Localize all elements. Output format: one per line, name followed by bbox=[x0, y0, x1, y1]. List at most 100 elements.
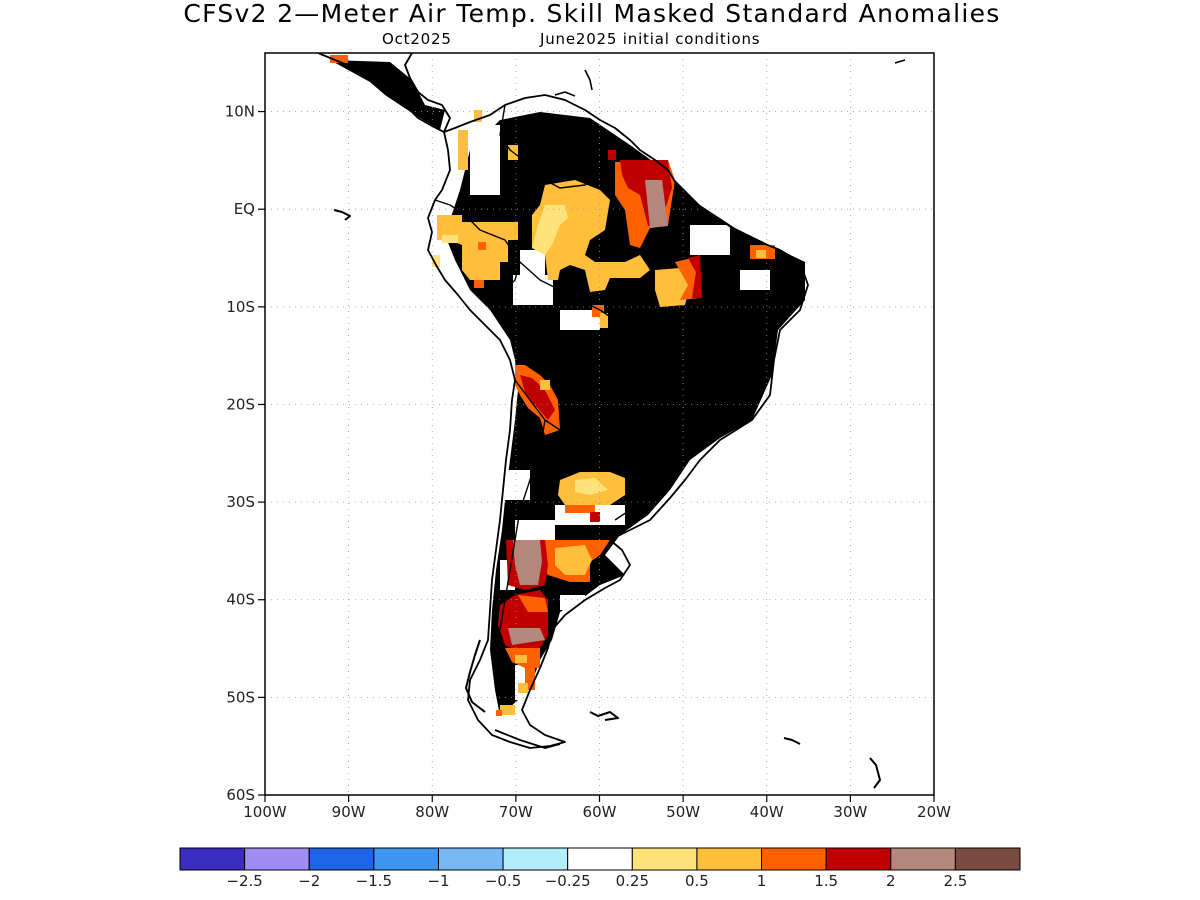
colorbar-swatch bbox=[502, 847, 569, 871]
white-patch bbox=[740, 270, 770, 290]
anomaly-patch-0.5 bbox=[655, 268, 690, 307]
colorbar-label: 1 bbox=[757, 872, 767, 890]
lon-tick-label: 80W bbox=[415, 803, 449, 821]
galapagos-islands bbox=[333, 209, 351, 221]
forecast-month: Oct2025 bbox=[382, 30, 452, 48]
anomaly-patch-1 bbox=[525, 668, 535, 690]
south-georgia bbox=[783, 737, 801, 745]
colorbar-swatch bbox=[890, 847, 956, 871]
lon-tick-label: 50W bbox=[666, 803, 700, 821]
anomaly-patch-1 bbox=[565, 505, 595, 513]
colorbar-label: −1 bbox=[427, 872, 449, 890]
white-patch bbox=[505, 470, 530, 500]
anomaly-patch-1 bbox=[496, 710, 502, 716]
south-atlantic-islands bbox=[869, 757, 881, 789]
lat-tick-label: 60S bbox=[226, 786, 255, 804]
colorbar-swatch bbox=[308, 847, 375, 871]
colorbar-swatch bbox=[373, 847, 439, 871]
colorbar-label: 0.25 bbox=[616, 872, 649, 890]
anomaly-patch-0.5 bbox=[555, 545, 592, 575]
lon-tick-label: 20W bbox=[917, 803, 951, 821]
colorbar-swatch bbox=[696, 847, 763, 871]
lat-tick-label: EQ bbox=[234, 200, 255, 218]
colorbar bbox=[179, 847, 1021, 871]
lat-tick-label: 10N bbox=[225, 103, 255, 121]
longitude-axis: 100W 90W 80W 70W 60W 50W 40W 30W 20W bbox=[243, 795, 951, 821]
white-patch bbox=[560, 595, 585, 610]
anomaly-patch-0.25 bbox=[432, 255, 440, 267]
anomaly-patch-1.5 bbox=[520, 375, 555, 420]
anomaly-patch-0.5 bbox=[540, 380, 550, 390]
anomaly-patch-1.5 bbox=[590, 512, 600, 522]
lon-tick-label: 70W bbox=[499, 803, 533, 821]
white-patch bbox=[560, 310, 600, 330]
colorbar-swatch bbox=[437, 847, 504, 871]
central-america-mask bbox=[330, 60, 445, 130]
anomaly-patch-0.25 bbox=[442, 235, 458, 243]
colorbar-label: −1.5 bbox=[356, 872, 392, 890]
colorbar-label: −2.5 bbox=[226, 872, 262, 890]
national-borders bbox=[434, 104, 661, 631]
caribbean-islands bbox=[554, 59, 906, 97]
colorbar-swatch bbox=[244, 847, 310, 871]
colorbar-swatch bbox=[179, 847, 246, 871]
lat-tick-label: 40S bbox=[226, 591, 255, 609]
south-america-coast bbox=[427, 94, 809, 749]
map-gridlines bbox=[265, 53, 934, 795]
anomaly-patch-0.5 bbox=[458, 130, 468, 170]
anomaly-patch-1 bbox=[330, 55, 348, 63]
anomaly-patch-0.5 bbox=[500, 705, 515, 715]
colorbar-label: −0.5 bbox=[485, 872, 521, 890]
anomaly-patch-1 bbox=[474, 280, 484, 288]
map-title: CFSv2 2—Meter Air Temp. Skill Masked Sta… bbox=[183, 0, 1001, 28]
white-patch bbox=[513, 275, 553, 305]
lon-tick-label: 60W bbox=[583, 803, 617, 821]
anomaly-patch-0.5 bbox=[437, 215, 518, 280]
colorbar-label: 2.5 bbox=[943, 872, 967, 890]
anomaly-patch-0.5 bbox=[515, 655, 527, 663]
lat-tick-label: 50S bbox=[226, 688, 255, 706]
colorbar-labels: −2.5 −2 −1.5 −1 −0.5 −0.25 0.25 0.5 1 1.5 2 2.5 bbox=[226, 872, 967, 890]
colorbar-swatch bbox=[825, 847, 892, 871]
chilean-archipelago bbox=[465, 639, 486, 713]
white-patch bbox=[605, 505, 625, 525]
anomaly-patch-1.5 bbox=[688, 255, 702, 298]
coastlines bbox=[317, 53, 906, 789]
anomaly-patch-1 bbox=[478, 242, 486, 250]
warm-anomaly-patches bbox=[330, 55, 775, 716]
lon-tick-label: 30W bbox=[833, 803, 867, 821]
lon-tick-label: 90W bbox=[332, 803, 366, 821]
white-patch bbox=[515, 520, 555, 540]
colorbar-swatch bbox=[954, 847, 1021, 871]
tierra-del-fuego bbox=[494, 729, 561, 749]
anomaly-patch-0.5 bbox=[756, 250, 766, 258]
colorbar-swatch bbox=[631, 847, 698, 871]
colorbar-label: 2 bbox=[886, 872, 896, 890]
white-patch bbox=[470, 125, 500, 195]
anomaly-patch-0.5 bbox=[518, 683, 528, 693]
lat-tick-label: 30S bbox=[226, 493, 255, 511]
white-patch bbox=[520, 250, 545, 275]
colorbar-swatch bbox=[567, 847, 633, 871]
colorbar-label: 1.5 bbox=[814, 872, 838, 890]
falkland-islands bbox=[589, 711, 619, 721]
lat-tick-label: 20S bbox=[226, 395, 255, 413]
colorbar-label: −0.25 bbox=[545, 872, 591, 890]
latitude-axis: 10N EQ 10S 20S 30S 40S 50S 60S bbox=[225, 103, 265, 804]
white-patch bbox=[690, 225, 730, 255]
lat-tick-label: 10S bbox=[226, 298, 255, 316]
anomaly-patch-0.5 bbox=[474, 110, 482, 122]
anomaly-patch-1 bbox=[518, 595, 548, 612]
map-content bbox=[265, 53, 934, 795]
anomaly-patch-2 bbox=[513, 540, 542, 585]
anomaly-patch-1.5 bbox=[608, 150, 616, 160]
anomaly-patch-2 bbox=[508, 628, 545, 645]
anomaly-patch-2 bbox=[645, 180, 668, 228]
anomaly-patch-0.5 bbox=[600, 313, 608, 328]
colorbar-label: −2 bbox=[298, 872, 320, 890]
colorbar-label: 0.5 bbox=[685, 872, 709, 890]
lon-tick-label: 40W bbox=[750, 803, 784, 821]
initial-conditions-label: June2025 initial conditions bbox=[540, 30, 761, 48]
colorbar-swatch bbox=[761, 847, 827, 871]
